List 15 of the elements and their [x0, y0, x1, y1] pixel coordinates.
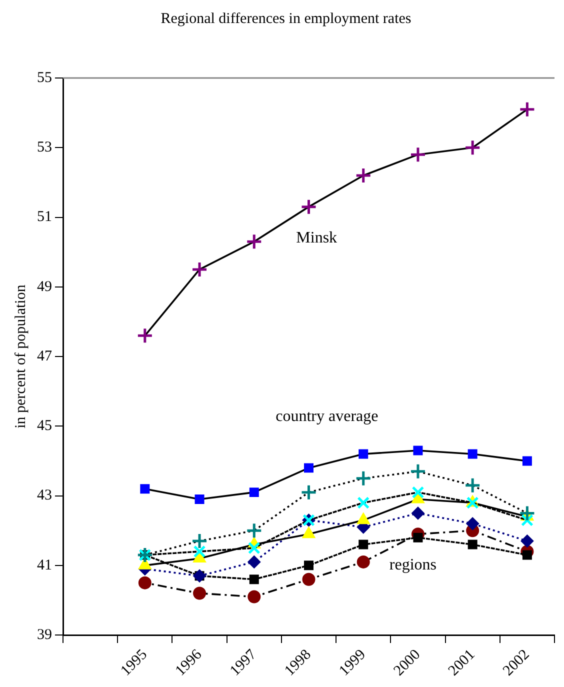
y-tick-label: 41: [37, 557, 52, 574]
y-axis-title: in percent of population: [12, 284, 29, 428]
y-tick-label: 51: [37, 209, 52, 226]
y-tick-label: 55: [37, 70, 52, 86]
annotation: regions: [389, 556, 437, 574]
y-tick-label: 45: [37, 418, 52, 434]
y-tick-label: 49: [37, 278, 52, 295]
y-tick-label: 43: [37, 488, 52, 504]
y-tick-label: 53: [37, 140, 52, 156]
x-tick-label: 1999: [336, 646, 369, 680]
y-tick-label: 39: [37, 626, 52, 643]
annotation: country average: [276, 408, 378, 425]
annotation: Minsk: [296, 230, 338, 247]
chart-title: Regional differences in employment rates: [160, 10, 412, 27]
y-tick-label: 47: [37, 348, 52, 364]
